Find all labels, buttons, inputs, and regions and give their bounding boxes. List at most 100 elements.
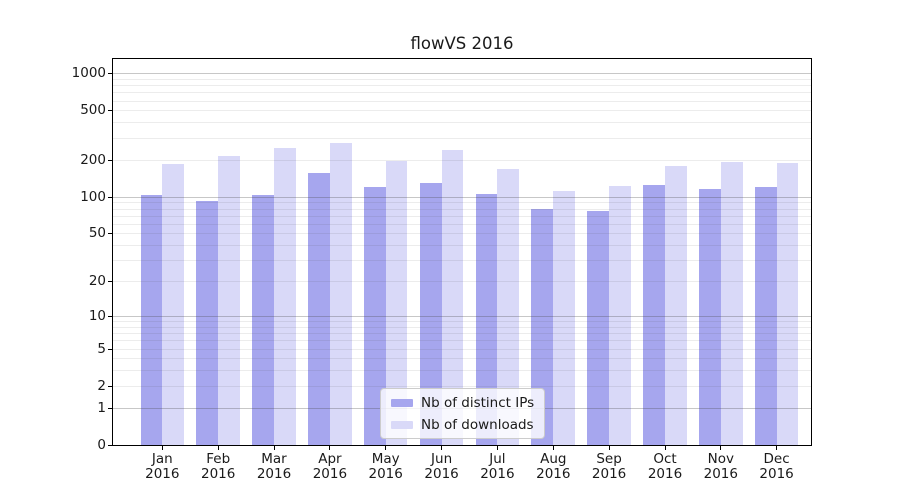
gridline-minor-300 (113, 137, 811, 139)
gridline-minor-500 (113, 110, 811, 112)
x-tick-year: 2016 (647, 466, 683, 482)
x-tick-month: Jun (431, 451, 453, 467)
x-tick-mark-jun (441, 446, 443, 450)
y-tick-mark-5 (108, 348, 112, 350)
y-tick-label-100: 100 (80, 188, 106, 205)
bar-nb-of-distinct-ips-may (363, 186, 386, 445)
x-tick-month: Aug (540, 451, 567, 467)
x-tick-year: 2016 (591, 466, 627, 482)
gridline-minor-900 (113, 78, 811, 80)
bar-nb-of-downloads-dec (776, 162, 799, 445)
x-tick-label-nov: Nov 2016 (691, 452, 751, 482)
gridline-minor-800 (113, 85, 811, 87)
x-tick-mark-mar (273, 446, 275, 450)
y-tick-label-2: 2 (97, 377, 106, 394)
x-tick-mark-may (385, 446, 387, 450)
y-tick-mark-2 (108, 385, 112, 387)
y-tick-label-50: 50 (88, 225, 106, 242)
y-tick-mark-10 (108, 315, 112, 317)
x-tick-label-sep: Sep 2016 (579, 452, 639, 482)
y-tick-label-1000: 1000 (71, 65, 106, 82)
bar-nb-of-downloads-jan (162, 164, 185, 445)
bar-nb-of-distinct-ips-feb (196, 201, 219, 445)
x-tick-mark-aug (552, 446, 554, 450)
x-tick-month: Jan (151, 451, 173, 467)
x-tick-label-jul: Jul 2016 (467, 452, 527, 482)
y-tick-mark-20 (108, 281, 112, 283)
bar-nb-of-distinct-ips-jan (140, 194, 163, 445)
plot-area: Nb of distinct IPs Nb of downloads (112, 58, 812, 446)
bar-nb-of-distinct-ips-mar (252, 194, 274, 445)
x-tick-month: Nov (707, 451, 734, 467)
y-tick-mark-0 (108, 445, 112, 446)
chart-title: flowVS 2016 (410, 34, 514, 53)
x-tick-year: 2016 (759, 466, 794, 482)
bar-nb-of-distinct-ips-sep (587, 210, 610, 445)
x-tick-mark-sep (608, 446, 610, 450)
bar-nb-of-downloads-aug (553, 191, 576, 445)
bar-nb-of-downloads-jun (441, 150, 464, 445)
x-tick-month: Jul (489, 451, 506, 467)
bar-nb-of-downloads-oct (665, 166, 687, 445)
gridline-minor-600 (113, 100, 811, 102)
x-tick-mark-nov (720, 446, 722, 450)
legend-label-distinct-ips: Nb of distinct IPs (421, 394, 535, 411)
y-tick-mark-500 (108, 110, 112, 112)
y-tick-mark-50 (108, 233, 112, 235)
gridline-minor-700 (113, 92, 811, 94)
x-tick-label-apr: Apr 2016 (300, 452, 360, 482)
legend: Nb of distinct IPs Nb of downloads (380, 388, 546, 439)
x-tick-mark-jan (161, 446, 163, 450)
legend-row-distinct-ips: Nb of distinct IPs (391, 394, 534, 411)
bar-nb-of-downloads-feb (218, 155, 240, 445)
x-tick-mark-feb (217, 446, 219, 450)
y-tick-mark-1000 (108, 73, 112, 75)
x-tick-month: Apr (318, 451, 342, 467)
y-tick-label-10: 10 (88, 307, 106, 324)
y-tick-mark-1 (108, 407, 112, 409)
x-tick-label-feb: Feb 2016 (188, 452, 248, 482)
x-tick-year: 2016 (201, 466, 236, 482)
x-tick-label-dec: Dec 2016 (747, 452, 807, 482)
x-tick-label-may: May 2016 (356, 452, 416, 482)
bar-nb-of-downloads-may (385, 160, 408, 445)
bar-nb-of-downloads-nov (720, 161, 743, 445)
gridline-minor-400 (113, 122, 811, 124)
gridline-major-1000 (113, 73, 811, 75)
legend-row-downloads: Nb of downloads (391, 416, 534, 433)
x-tick-year: 2016 (424, 466, 459, 482)
x-tick-year: 2016 (536, 466, 571, 482)
x-tick-year: 2016 (480, 466, 515, 482)
bar-nb-of-distinct-ips-dec (754, 186, 777, 445)
bar-nb-of-distinct-ips-jun (419, 183, 442, 445)
y-tick-label-200: 200 (80, 151, 106, 168)
bar-nb-of-distinct-ips-jul (475, 193, 498, 445)
x-tick-year: 2016 (145, 466, 180, 482)
x-tick-year: 2016 (368, 466, 403, 482)
bar-nb-of-downloads-apr (329, 143, 352, 445)
x-tick-year: 2016 (703, 466, 738, 482)
y-tick-mark-100 (108, 196, 112, 198)
x-tick-month: Feb (206, 451, 231, 467)
legend-label-downloads: Nb of downloads (421, 416, 534, 433)
y-tick-label-500: 500 (80, 102, 106, 119)
x-tick-year: 2016 (312, 466, 348, 482)
bar-nb-of-downloads-jul (497, 169, 520, 445)
bar-nb-of-distinct-ips-nov (699, 189, 721, 445)
legend-swatch-distinct-ips (391, 398, 413, 407)
bar-nb-of-downloads-sep (609, 185, 631, 445)
x-tick-mark-jul (496, 446, 498, 450)
bar-nb-of-distinct-ips-apr (308, 172, 330, 445)
x-tick-mark-oct (664, 446, 666, 450)
x-tick-label-jan: Jan 2016 (132, 452, 192, 482)
x-tick-month: Mar (261, 451, 287, 467)
x-tick-mark-apr (329, 446, 331, 450)
y-tick-label-20: 20 (88, 273, 106, 290)
x-tick-month: Sep (596, 451, 622, 467)
bar-nb-of-distinct-ips-aug (531, 209, 554, 445)
bar-nb-of-downloads-mar (274, 148, 296, 445)
x-tick-month: Oct (653, 451, 677, 467)
x-tick-year: 2016 (256, 466, 292, 482)
x-tick-mark-dec (776, 446, 778, 450)
